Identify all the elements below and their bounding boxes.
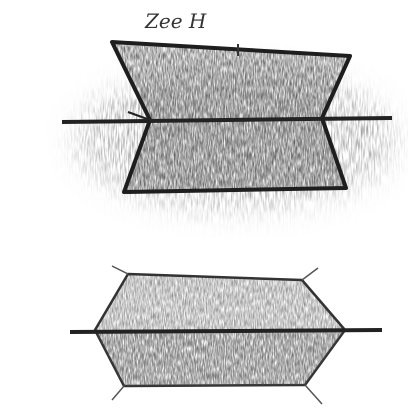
caption: Zee H <box>144 9 207 33</box>
bottom-shape <box>69 265 383 405</box>
top-shape <box>61 40 393 194</box>
